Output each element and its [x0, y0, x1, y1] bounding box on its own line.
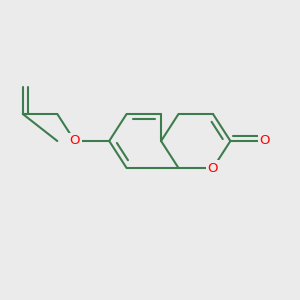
Text: O: O [260, 134, 270, 148]
Text: O: O [208, 161, 218, 175]
Text: O: O [70, 134, 80, 148]
